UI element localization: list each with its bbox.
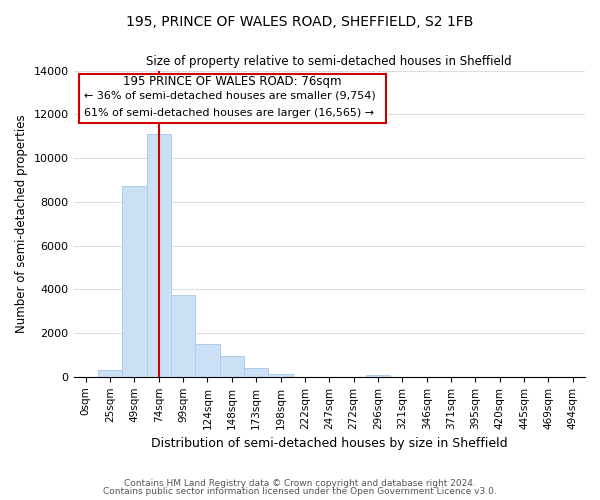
Bar — [146, 134, 171, 377]
Text: 195 PRINCE OF WALES ROAD: 76sqm: 195 PRINCE OF WALES ROAD: 76sqm — [123, 75, 341, 88]
Bar — [171, 295, 196, 377]
Title: Size of property relative to semi-detached houses in Sheffield: Size of property relative to semi-detach… — [146, 55, 512, 68]
Y-axis label: Number of semi-detached properties: Number of semi-detached properties — [15, 114, 28, 333]
FancyBboxPatch shape — [79, 74, 386, 122]
Text: 195, PRINCE OF WALES ROAD, SHEFFIELD, S2 1FB: 195, PRINCE OF WALES ROAD, SHEFFIELD, S2… — [127, 15, 473, 29]
Bar — [268, 374, 293, 377]
Text: Contains HM Land Registry data © Crown copyright and database right 2024.: Contains HM Land Registry data © Crown c… — [124, 478, 476, 488]
Bar — [220, 356, 244, 377]
Text: 61% of semi-detached houses are larger (16,565) →: 61% of semi-detached houses are larger (… — [84, 108, 374, 118]
Bar — [196, 344, 220, 377]
X-axis label: Distribution of semi-detached houses by size in Sheffield: Distribution of semi-detached houses by … — [151, 437, 508, 450]
Text: Contains public sector information licensed under the Open Government Licence v3: Contains public sector information licen… — [103, 487, 497, 496]
Bar — [244, 368, 268, 377]
Bar — [98, 370, 122, 377]
Text: ← 36% of semi-detached houses are smaller (9,754): ← 36% of semi-detached houses are smalle… — [84, 90, 376, 101]
Bar — [366, 374, 390, 377]
Bar — [122, 186, 146, 377]
